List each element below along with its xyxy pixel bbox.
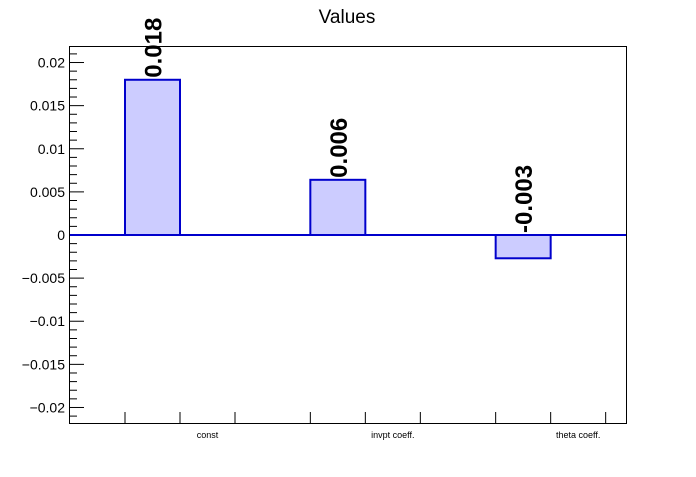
x-axis: const invpt coeff. theta coeff. [124, 412, 607, 440]
y-tick-label: 0.005 [30, 184, 65, 200]
data-label: 0.018 [141, 18, 168, 78]
x-category-label: const [197, 430, 219, 440]
x-category-label: theta coeff. [556, 430, 600, 440]
y-tick-label: −0.02 [30, 399, 66, 415]
y-tick-label: −0.005 [22, 270, 65, 286]
plot-frame [69, 46, 627, 424]
y-tick-label: 0 [57, 227, 65, 243]
data-label: -0.003 [511, 165, 538, 233]
y-tick-label: 0.015 [30, 98, 65, 114]
y-tick-label: 0.02 [38, 55, 65, 71]
x-category-label: invpt coeff. [371, 430, 414, 440]
bars [70, 78, 626, 260]
data-label: 0.006 [326, 118, 353, 178]
bar [494, 234, 552, 260]
y-axis: 0.02 0.015 0.01 0.005 0 −0.005 −0.01 −0.015 −0.0… [22, 53, 84, 417]
y-tick-label: −0.015 [22, 356, 65, 372]
y-tick-label: −0.01 [30, 313, 66, 329]
data-labels: 0.018 0.006 -0.003 [141, 18, 539, 233]
y-tick-label: 0.01 [38, 141, 65, 157]
bar [124, 78, 181, 236]
chart-title: Values [319, 7, 376, 28]
bar [309, 178, 367, 237]
